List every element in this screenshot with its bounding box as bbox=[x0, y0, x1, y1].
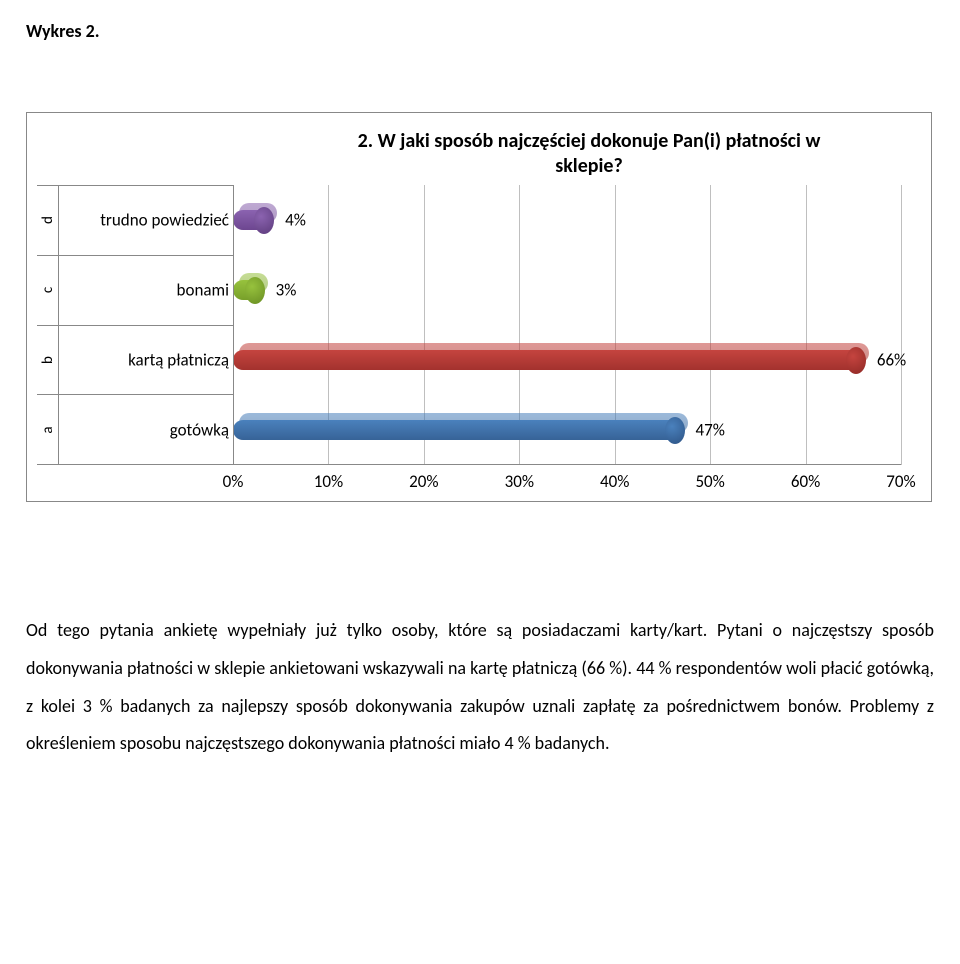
body-paragraph: Od tego pytania ankietę wypełniały już t… bbox=[26, 612, 934, 763]
chart-container: 2. W jaki sposób najczęściej dokonuje Pa… bbox=[26, 112, 932, 502]
y-short-label: c bbox=[39, 287, 57, 293]
y-short-label: d bbox=[39, 216, 57, 224]
y-short-axis: d c b a bbox=[37, 185, 59, 465]
bar-value-label: 3% bbox=[276, 280, 297, 301]
bar-value-label: 4% bbox=[285, 210, 306, 231]
bar bbox=[233, 350, 863, 370]
y-category-label: kartą płatniczą bbox=[63, 350, 229, 371]
bar-value-label: 66% bbox=[877, 350, 906, 371]
page-heading: Wykres 2. bbox=[26, 20, 934, 42]
gridline bbox=[901, 185, 902, 465]
y-short-label: a bbox=[39, 426, 57, 433]
bar-value-label: 47% bbox=[696, 420, 725, 441]
bar bbox=[233, 420, 682, 440]
bar bbox=[233, 280, 262, 300]
x-tick-label: 50% bbox=[695, 471, 724, 492]
x-tick-label: 40% bbox=[600, 471, 629, 492]
y-category-label: trudno powiedzieć bbox=[63, 210, 229, 231]
chart-title-line1: 2. W jaki sposób najczęściej dokonuje Pa… bbox=[358, 129, 821, 153]
chart-title: 2. W jaki sposób najczęściej dokonuje Pa… bbox=[257, 129, 921, 179]
x-tick-label: 10% bbox=[314, 471, 343, 492]
bar bbox=[233, 210, 271, 230]
y-category-labels: trudno powiedzieć bonami kartą płatniczą go… bbox=[63, 185, 229, 465]
chart-title-line2: sklepie? bbox=[555, 154, 623, 178]
x-tick-label: 60% bbox=[791, 471, 820, 492]
bars: 4%3%66%47% bbox=[233, 185, 901, 465]
y-axis-line bbox=[233, 185, 234, 465]
x-tick-label: 70% bbox=[886, 471, 915, 492]
y-category-label: gotówką bbox=[63, 420, 229, 441]
y-category-label: bonami bbox=[63, 280, 229, 301]
x-tick-label: 0% bbox=[223, 471, 244, 492]
x-axis-line bbox=[233, 464, 901, 465]
x-tick-label: 20% bbox=[409, 471, 438, 492]
y-short-label: b bbox=[39, 356, 57, 364]
x-tick-label: 30% bbox=[505, 471, 534, 492]
x-tick-labels: 0%10%20%30%40%50%60%70% bbox=[233, 471, 901, 491]
plot-area: dcba trudno powiedziećbonamikartą płatni… bbox=[233, 185, 901, 465]
